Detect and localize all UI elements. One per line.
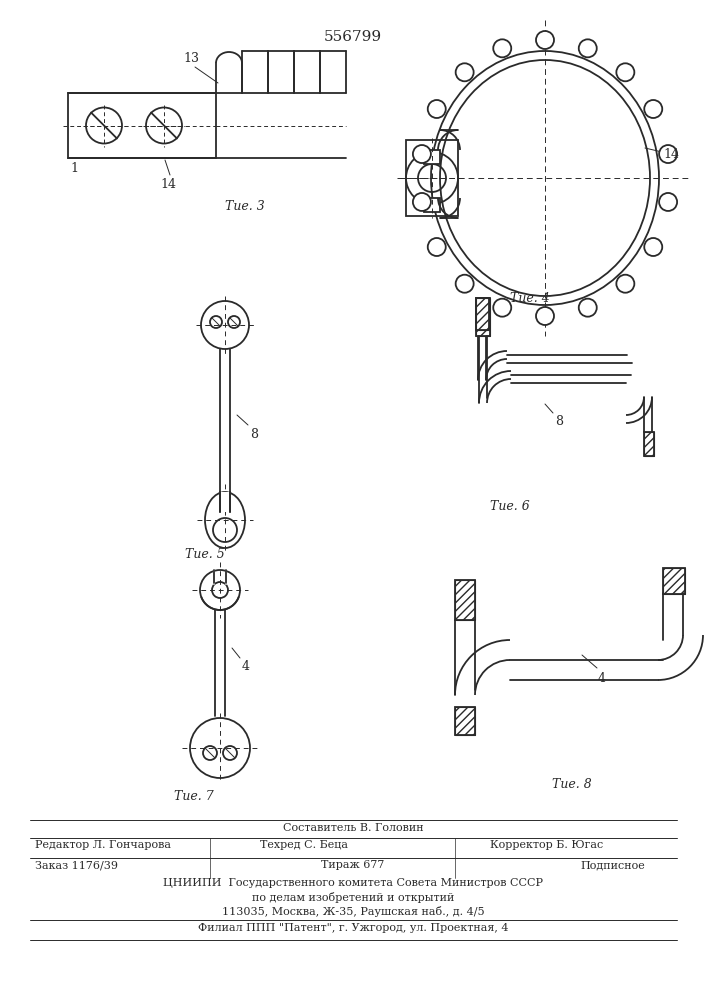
Text: Тираж 677: Тираж 677 [321,860,385,870]
Text: Τие. 8: Τие. 8 [552,778,592,791]
Circle shape [644,238,662,256]
Bar [406,140,458,216]
Text: Τие. 5: Τие. 5 [185,548,225,561]
Text: Подписное: Подписное [580,860,645,870]
Text: Τие. 3: Τие. 3 [225,200,264,213]
Circle shape [659,145,677,163]
Text: по делам изобретений и открытий: по делам изобретений и открытий [252,892,454,903]
Circle shape [617,275,634,293]
Text: 14: 14 [663,148,679,161]
Circle shape [659,193,677,211]
Bar [476,298,490,336]
Circle shape [428,100,445,118]
Circle shape [413,145,431,163]
Circle shape [536,307,554,325]
Text: 13: 13 [183,52,199,65]
Text: 556799: 556799 [324,30,382,44]
Bar [68,93,216,158]
Circle shape [493,39,511,57]
Text: Τие. 7: Τие. 7 [174,790,214,803]
Bar [220,492,230,512]
Text: Филиал ППП "Патент", г. Ужгород, ул. Проектная, 4: Филиал ППП "Патент", г. Ужгород, ул. Про… [198,923,508,933]
Bar [455,580,475,620]
Text: Техред С. Беца: Техред С. Беца [260,840,348,850]
Bar [424,198,440,212]
Text: Редактор Л. Гончарова: Редактор Л. Гончарова [35,840,171,850]
Bar [476,298,489,330]
Text: 113035, Москва, Ж-35, Раушская наб., д. 4/5: 113035, Москва, Ж-35, Раушская наб., д. … [222,906,484,917]
Bar [663,568,685,594]
Text: 1: 1 [70,162,78,175]
Text: 8: 8 [555,415,563,428]
Circle shape [579,39,597,57]
Circle shape [579,299,597,317]
Text: 4: 4 [598,672,606,685]
Circle shape [455,63,474,81]
Text: Τие. 4: Τие. 4 [510,292,550,305]
Bar [455,580,475,620]
Circle shape [455,275,474,293]
Text: Корректор Б. Югас: Корректор Б. Югас [490,840,603,850]
Text: 8: 8 [250,428,258,441]
Circle shape [536,31,554,49]
Text: ЦНИИПИ  Государственного комитета Совета Министров СССР: ЦНИИПИ Государственного комитета Совета … [163,878,543,888]
Bar [644,432,654,456]
Bar [455,707,475,735]
Circle shape [428,238,445,256]
Text: Заказ 1176/39: Заказ 1176/39 [35,860,118,870]
Bar [476,298,490,336]
Circle shape [413,193,431,211]
Circle shape [644,100,662,118]
Bar [663,568,685,594]
Text: 14: 14 [160,178,176,191]
Text: 4: 4 [242,660,250,673]
Bar [455,707,475,735]
Bar [476,298,489,330]
Text: Τие. 6: Τие. 6 [490,500,530,513]
Circle shape [617,63,634,81]
Bar [644,432,654,456]
Bar [424,150,440,164]
Text: Составитель В. Головин: Составитель В. Головин [283,823,423,833]
Circle shape [493,299,511,317]
